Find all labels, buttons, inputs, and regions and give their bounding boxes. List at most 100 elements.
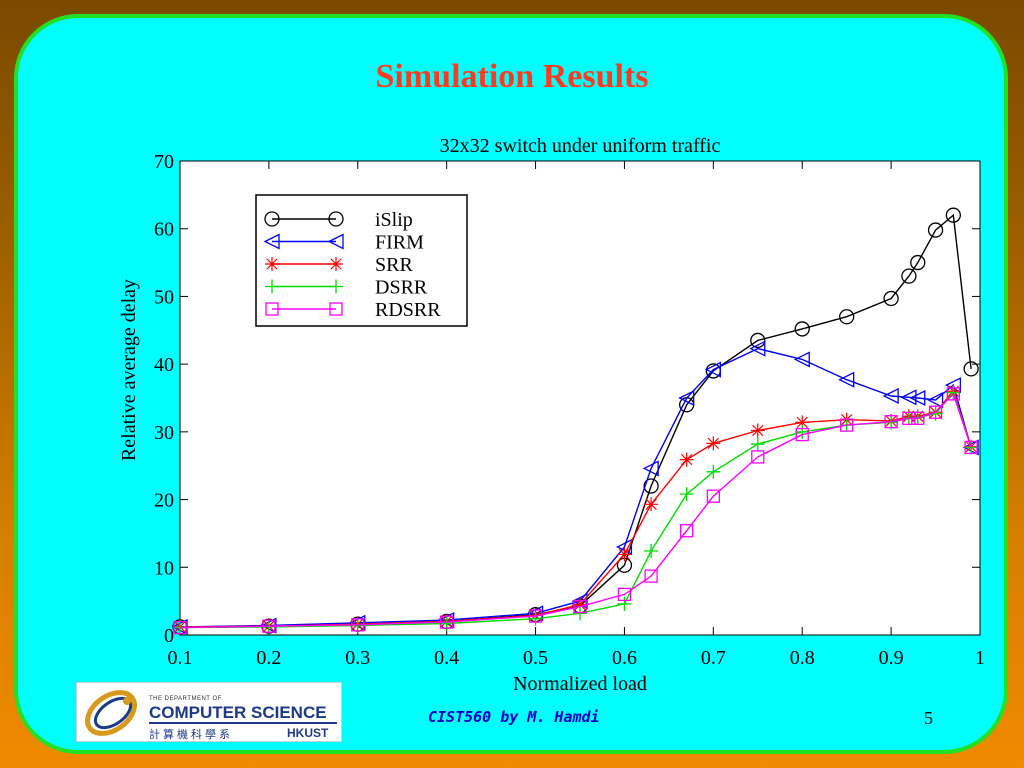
data-point-rdsrr <box>884 415 898 429</box>
cs-hkust-logo: THE DEPARTMENT OF COMPUTER SCIENCE 計算機科學… <box>76 682 342 742</box>
data-point-rdsrr <box>928 405 943 419</box>
logo-institution: HKUST <box>287 726 329 740</box>
data-point-rdsrr <box>706 489 720 503</box>
data-point-islip <box>750 332 766 349</box>
legend-marker-srr <box>265 257 279 271</box>
logo-chinese-name: 計算機科學系 <box>149 728 233 741</box>
data-point-firm <box>642 460 659 477</box>
legend-entry-dsrr: DSRR <box>265 277 428 299</box>
data-point-rdsrr <box>644 569 658 583</box>
legend-box <box>255 194 468 327</box>
legend-label-srr: SRR <box>375 254 413 276</box>
data-point-rdsrr <box>262 619 276 633</box>
y-tick-label: 60 <box>154 219 174 241</box>
data-point-dsrr <box>679 487 694 502</box>
data-point-dsrr <box>573 606 587 621</box>
data-point-rdsrr <box>911 411 925 425</box>
legend-marker-dsrr <box>329 279 343 294</box>
data-point-rdsrr <box>902 411 916 425</box>
x-axis-label: Normalized load <box>513 673 647 695</box>
data-point-dsrr <box>964 440 979 455</box>
y-tick-label: 50 <box>154 286 174 308</box>
legend-entry-firm: FIRM <box>263 232 424 254</box>
legend-marker-dsrr <box>265 279 279 294</box>
data-point-dsrr <box>528 611 543 626</box>
x-tick-label: 1 <box>975 647 985 669</box>
data-point-rdsrr <box>440 615 454 629</box>
legend-entry-islip: iSlip <box>264 209 413 231</box>
data-point-srr <box>573 597 587 612</box>
y-axis-label: Relative average delay <box>118 279 140 461</box>
series-layer <box>171 207 979 635</box>
x-tick-label: 0.1 <box>168 647 193 669</box>
x-tick-label: 0.6 <box>612 647 637 669</box>
page-number: 5 <box>924 708 933 728</box>
legend-marker-firm <box>327 233 344 250</box>
plot-area <box>179 160 981 636</box>
data-point-islip <box>963 361 979 377</box>
data-point-srr <box>644 497 659 512</box>
data-point-rdsrr <box>840 418 854 432</box>
footer-text: CIST560 by M. Hamdi <box>428 708 600 726</box>
data-point-rdsrr <box>528 609 543 623</box>
data-point-rdsrr <box>751 450 765 464</box>
data-point-rdsrr <box>351 618 365 632</box>
legend-marker-rdsrr <box>329 302 343 316</box>
data-point-rdsrr <box>680 524 694 538</box>
data-point-srr <box>679 452 694 467</box>
data-point-islip <box>643 478 659 494</box>
data-point-islip <box>910 254 926 271</box>
legend-marker-islip <box>328 211 344 227</box>
slide-title: Simulation Results <box>375 58 649 95</box>
data-point-dsrr <box>750 437 765 452</box>
x-tick-label: 0.8 <box>790 647 815 669</box>
series-rdsrr <box>173 387 978 635</box>
data-point-firm <box>900 389 917 406</box>
data-point-dsrr <box>617 596 632 611</box>
data-point-firm <box>704 361 721 378</box>
data-point-rdsrr <box>964 440 978 455</box>
logo-dept-text: THE DEPARTMENT OF <box>149 696 222 702</box>
legend-label-firm: FIRM <box>375 232 424 254</box>
legend-label-dsrr: DSRR <box>375 277 428 299</box>
x-tick-label: 0.9 <box>879 647 904 669</box>
data-point-firm <box>749 340 766 357</box>
logo-department-name: COMPUTER SCIENCE <box>149 703 327 722</box>
x-tick-label: 0.2 <box>256 647 281 669</box>
data-point-dsrr <box>644 544 659 559</box>
data-point-firm <box>793 351 810 368</box>
legend-entry-srr: SRR <box>265 254 413 276</box>
x-tick-label: 0.7 <box>701 647 726 669</box>
data-point-srr <box>795 415 810 430</box>
y-tick-label: 0 <box>164 625 174 647</box>
legend-marker-islip <box>264 211 280 227</box>
y-tick-label: 70 <box>154 151 174 173</box>
y-tick-label: 20 <box>154 490 174 512</box>
x-tick-label: 0.3 <box>345 647 370 669</box>
data-point-firm <box>882 387 899 405</box>
data-point-islip <box>794 321 810 337</box>
data-point-rdsrr <box>946 387 960 401</box>
data-point-dsrr <box>706 464 721 479</box>
logo-divider <box>149 722 337 724</box>
data-point-srr <box>617 547 632 562</box>
legend-label-rdsrr: RDSRR <box>375 299 441 321</box>
data-point-firm <box>678 389 695 407</box>
data-point-rdsrr <box>617 587 632 602</box>
department-emblem-icon <box>85 690 137 736</box>
data-point-srr <box>750 423 765 438</box>
data-point-islip <box>883 290 899 307</box>
x-tick-label: 0.5 <box>523 647 548 669</box>
data-point-islip <box>901 268 917 284</box>
chart-title: 32x32 switch under uniform traffic <box>440 135 721 157</box>
legend-marker-srr <box>329 257 343 271</box>
data-point-firm <box>909 389 926 407</box>
legend-marker-firm <box>263 233 280 250</box>
y-tick-label: 30 <box>154 422 174 444</box>
data-point-islip <box>945 207 961 223</box>
axis-ticks: 0.1 0.2 0.3 0.4 0.5 0.6 0.7 0.8 0.9 1010203040506… <box>154 151 985 669</box>
data-point-islip <box>839 309 855 325</box>
data-point-rdsrr <box>795 427 809 442</box>
